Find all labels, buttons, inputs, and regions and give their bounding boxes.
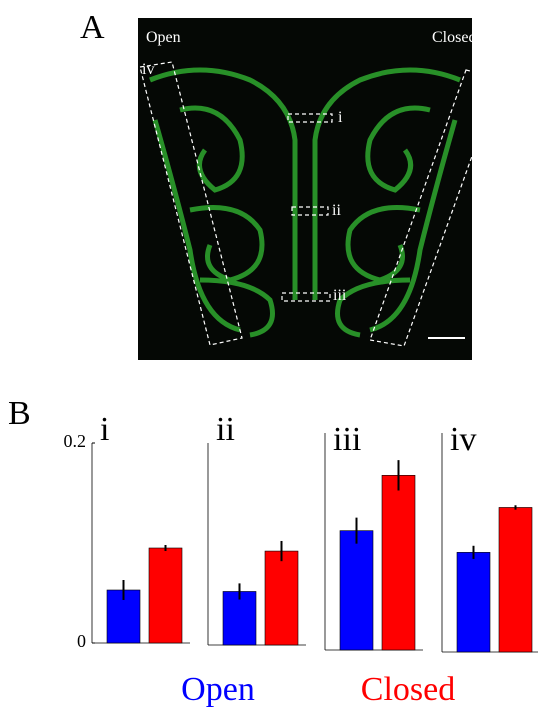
panel-label: B [8, 395, 31, 432]
region-label: iv [482, 67, 494, 84]
region-label: iv [142, 61, 154, 78]
bar [265, 551, 298, 645]
panel-label: A [80, 9, 105, 46]
y-tick-label: 0.2 [64, 431, 87, 451]
legend-entry: Closed [361, 671, 455, 708]
region-label: i [338, 109, 343, 126]
region-label: ii [332, 202, 341, 219]
bar [340, 531, 373, 650]
bar [149, 548, 182, 643]
bar [499, 507, 532, 652]
image-label: Closed [432, 29, 476, 46]
bar [457, 552, 490, 652]
chart-title: i [100, 411, 109, 448]
region-label: iii [333, 287, 347, 304]
chart-title: iii [333, 421, 361, 458]
chart-title: iv [450, 421, 476, 458]
figure: A B Open Closed i ii iii iv iv Open Clos… [0, 0, 538, 708]
image-label: Open [146, 29, 181, 46]
chart-title: ii [216, 411, 235, 448]
bar [382, 475, 415, 650]
y-tick-label: 0 [77, 631, 86, 651]
legend-entry: Open [181, 671, 255, 708]
micrograph: Open Closed i ii iii iv iv [138, 18, 500, 360]
